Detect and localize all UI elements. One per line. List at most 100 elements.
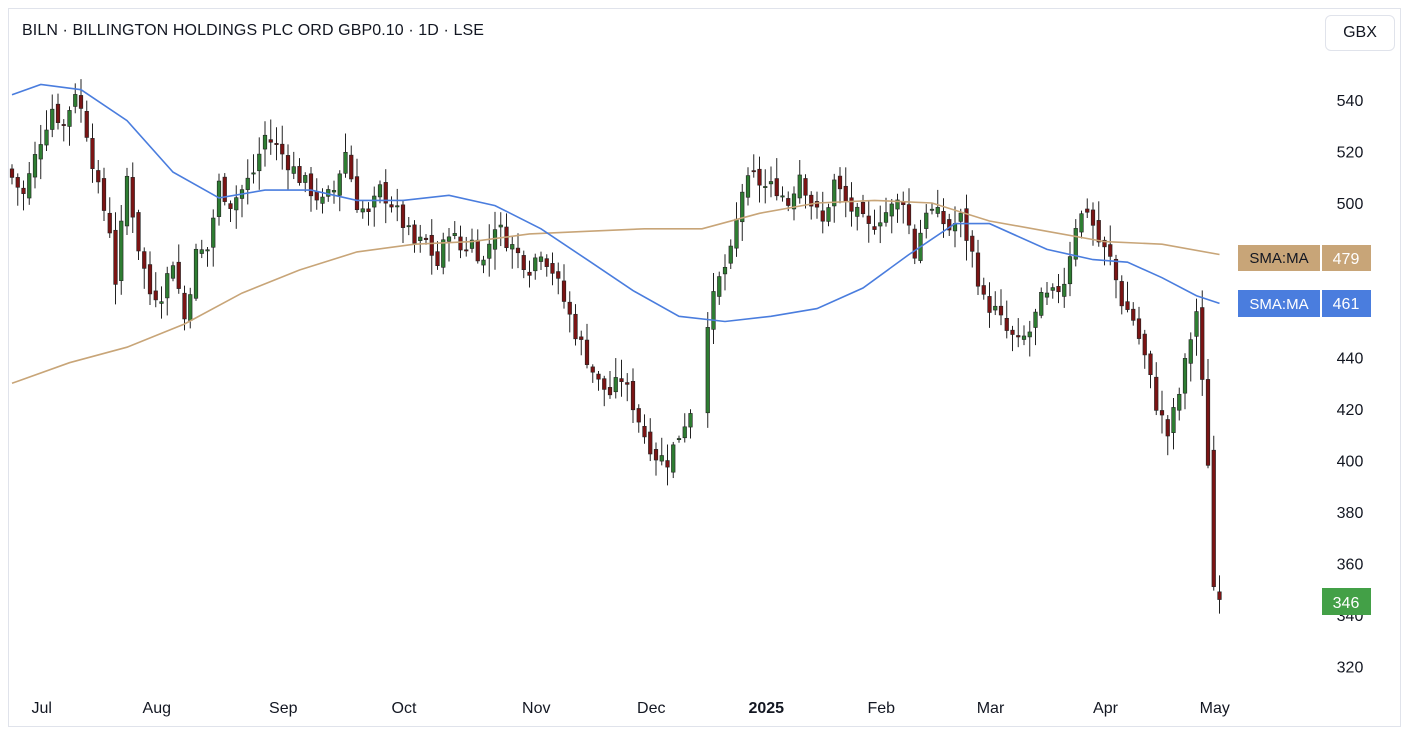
candle [216, 173, 222, 226]
candle [763, 169, 768, 204]
y-tick-label: 440 [1337, 351, 1364, 368]
y-tick-label: 320 [1337, 660, 1364, 677]
candle [107, 197, 112, 238]
candle [446, 228, 452, 262]
candle [556, 262, 561, 295]
candle [314, 178, 319, 210]
candle [780, 186, 785, 202]
candle [211, 209, 216, 267]
x-tick-label: Mar [977, 700, 1005, 717]
candle [814, 191, 820, 219]
candle [544, 254, 549, 277]
candle [970, 230, 975, 268]
candle [745, 167, 751, 206]
x-tick-label: Oct [392, 700, 417, 717]
currency-button[interactable]: GBX [1325, 15, 1395, 51]
candle [596, 370, 601, 391]
candle [947, 213, 952, 236]
candle [510, 236, 515, 269]
candle [429, 219, 434, 275]
sma-long-badge: SMA:MA 479 [1238, 245, 1371, 271]
x-tick-label: 2025 [748, 700, 784, 717]
candle [257, 137, 262, 190]
candle [372, 186, 377, 227]
candle [1200, 290, 1205, 396]
candle [492, 211, 498, 270]
candle [38, 124, 43, 180]
candle [297, 158, 302, 186]
candle [349, 145, 354, 183]
candle [889, 198, 894, 234]
candle [757, 156, 762, 203]
candle [21, 180, 26, 211]
candle [1148, 350, 1153, 389]
candle [1010, 325, 1015, 352]
candle [32, 141, 38, 189]
candle [751, 154, 756, 178]
candle [1171, 397, 1176, 450]
candle [642, 414, 647, 444]
candle [998, 289, 1004, 326]
candle [245, 159, 250, 205]
candle [406, 216, 411, 236]
candle [228, 200, 233, 223]
candle [205, 247, 210, 267]
candle [607, 370, 613, 399]
candle [1108, 225, 1113, 266]
candle [469, 228, 475, 253]
candle [222, 173, 227, 206]
candle [625, 373, 630, 402]
candle [717, 271, 722, 305]
candle [389, 196, 394, 213]
candle [567, 291, 572, 333]
candle [441, 232, 446, 275]
candle [1085, 198, 1090, 219]
candle [1205, 359, 1211, 469]
candle [1067, 241, 1073, 297]
candle [124, 167, 130, 235]
candle [159, 286, 164, 319]
y-tick-label: 400 [1337, 454, 1364, 471]
candle [147, 251, 153, 305]
candle [1033, 308, 1038, 346]
candle [579, 330, 584, 356]
candle [383, 169, 388, 224]
candle [331, 180, 337, 204]
candle [797, 160, 802, 204]
candle [711, 272, 716, 344]
candle [912, 224, 917, 265]
candle [377, 180, 383, 204]
candle [130, 162, 135, 234]
candle [924, 204, 929, 239]
y-tick-label: 540 [1337, 93, 1364, 110]
candle [435, 241, 440, 270]
candle [1136, 306, 1142, 345]
candle [1090, 202, 1096, 246]
candle [705, 312, 710, 428]
candle [50, 94, 55, 138]
candle [153, 272, 158, 308]
candle [895, 193, 900, 223]
sma-short-badge-name: SMA:MA [1249, 296, 1308, 313]
x-tick-label: May [1200, 700, 1230, 717]
candle [860, 194, 866, 218]
candle [1217, 575, 1222, 614]
y-tick-label: 520 [1337, 145, 1364, 162]
candle [981, 277, 986, 300]
candle [918, 219, 923, 264]
candle [602, 375, 607, 407]
candle [734, 202, 739, 257]
candle [613, 358, 618, 399]
candle [234, 185, 239, 229]
candle [561, 264, 567, 309]
candle [619, 359, 624, 397]
candle [975, 239, 981, 295]
candle [498, 212, 503, 247]
candle [929, 202, 935, 215]
candle [176, 244, 181, 294]
x-tick-label: Feb [867, 700, 895, 717]
candle [832, 173, 837, 223]
candle [262, 121, 268, 167]
candle [872, 209, 877, 235]
